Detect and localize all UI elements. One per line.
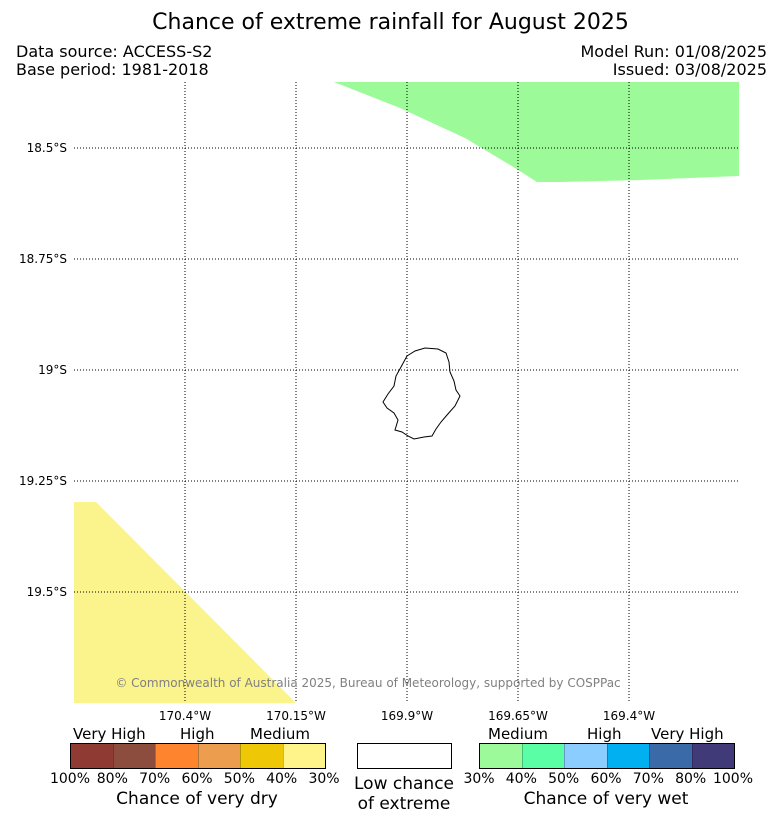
wet-swatch [606,744,649,768]
lon-label: 169.4°W [603,709,655,723]
lat-label: 19°S [38,363,67,377]
wet-tick-label: 30% [463,771,495,787]
lon-label: 169.65°W [488,709,548,723]
dry-tick-label: 40% [266,771,298,787]
dry-level-very-high: Very High [73,725,146,743]
wet-level-very-high: Very High [651,725,724,743]
wet-ticks: 30% 40% 50% 60% 70% 80% 100% [463,771,753,787]
map-title: Chance of extreme rainfall for August 20… [152,10,629,35]
wet-tick-label: 70% [632,771,664,787]
dry-region [74,502,296,703]
dry-tick-label: 100% [49,771,91,787]
wet-swatch [649,744,692,768]
wet-level-high: High [587,725,622,743]
dry-tick-label: 50% [223,771,255,787]
dry-swatch [197,744,240,768]
lat-label: 18.5°S [27,141,67,155]
lat-label: 18.75°S [19,252,67,266]
dry-ticks: 100% 80% 70% 60% 50% 40% 30% [50,771,340,787]
wet-tick-label: 40% [505,771,537,787]
dry-tick-label: 80% [96,771,128,787]
dry-caption: Chance of very dry [116,789,278,809]
wet-level-medium: Medium [488,725,548,743]
dry-tick-label: 70% [139,771,171,787]
lon-label: 169.9°W [381,709,433,723]
meta-left: Data source: ACCESS-S2 Base period: 1981… [16,43,212,79]
low-chance-caption: Low chance of extreme [340,774,468,814]
dry-swatch [155,744,198,768]
base-period-label: Base period: 1981-2018 [16,60,209,79]
lat-label: 19.25°S [19,474,67,488]
wet-swatch [691,744,734,768]
issued-label: Issued: 03/08/2025 [612,60,767,79]
meta-right: Model Run: 01/08/2025 Issued: 03/08/2025 [581,43,768,79]
wet-colorbar [479,743,735,769]
wet-tick-label: 60% [590,771,622,787]
dry-tick-label: 30% [308,771,340,787]
dry-tick-label: 60% [181,771,213,787]
wet-tick-label: 100% [712,771,754,787]
wet-caption: Chance of very wet [523,789,689,809]
lon-label: 170.4°W [159,709,211,723]
wet-swatch [480,744,522,768]
wet-region [334,82,739,182]
dry-level-high: High [180,725,215,743]
lat-label: 19.5°S [27,585,67,599]
island-outline [382,347,461,440]
data-source-label: Data source: ACCESS-S2 [16,42,213,61]
wet-swatch [564,744,607,768]
wet-tick-label: 50% [548,771,580,787]
dry-swatch [71,744,113,768]
low-chance-line2: of extreme [357,794,451,814]
low-chance-line1: Low chance [354,774,454,794]
dry-colorbar [70,743,326,769]
copyright-note: © Commonwealth of Australia 2025, Bureau… [115,676,620,690]
lon-label: 170.15°W [266,709,326,723]
model-run-label: Model Run: 01/08/2025 [580,42,768,61]
wet-swatch [521,744,564,768]
dry-swatch [112,744,155,768]
dry-level-medium: Medium [250,725,310,743]
low-chance-swatch [357,743,452,769]
dry-swatch [282,744,325,768]
dry-swatch [240,744,283,768]
wet-tick-label: 80% [675,771,707,787]
